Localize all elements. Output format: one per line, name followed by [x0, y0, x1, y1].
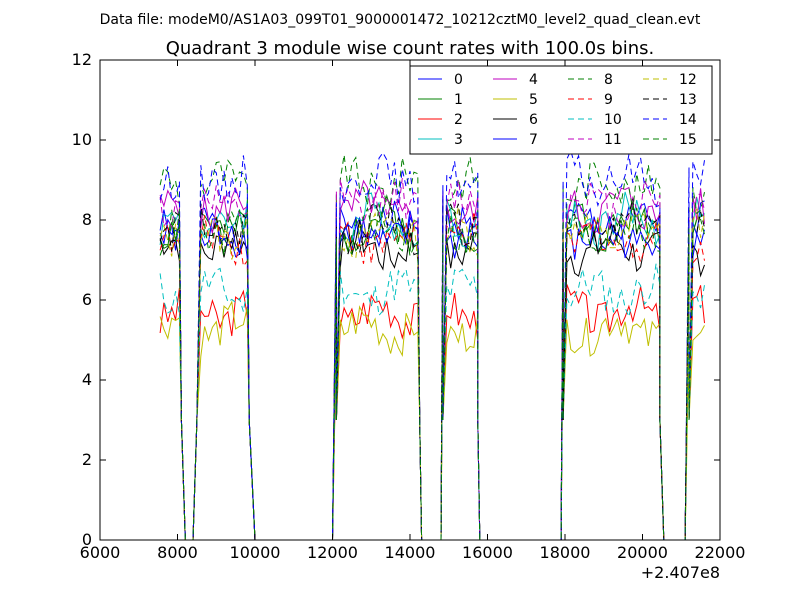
y-tick-label: 12: [72, 50, 92, 69]
x-tick-label: 8000: [157, 543, 198, 562]
series-line-10: [159, 263, 705, 541]
legend-label-5: 5: [529, 92, 538, 108]
legend-label-9: 9: [604, 92, 613, 108]
y-tick-label: 0: [82, 530, 92, 549]
legend-label-14: 14: [679, 112, 697, 128]
legend-label-6: 6: [529, 112, 538, 128]
legend-label-7: 7: [529, 132, 538, 148]
x-offset-label: +2.407e8: [641, 563, 720, 582]
legend-label-15: 15: [679, 132, 697, 148]
y-tick-label: 8: [82, 210, 92, 229]
x-tick-label: 14000: [385, 543, 436, 562]
legend-box: [409, 65, 713, 155]
y-tick-label: 2: [82, 450, 92, 469]
y-tick-label: 10: [72, 130, 92, 149]
legend-label-10: 10: [604, 112, 622, 128]
x-tick-label: 10000: [230, 543, 281, 562]
legend-label-2: 2: [454, 112, 463, 128]
x-tick-label: 18000: [540, 543, 591, 562]
legend-label-12: 12: [679, 72, 697, 88]
x-tick-label: 6000: [80, 543, 121, 562]
x-tick-label: 16000: [462, 543, 513, 562]
x-tick-label: 12000: [307, 543, 358, 562]
chart-title: Quadrant 3 module wise count rates with …: [166, 38, 655, 59]
legend-label-3: 3: [454, 132, 463, 148]
x-tick-label: 20000: [617, 543, 668, 562]
y-tick-label: 6: [82, 290, 92, 309]
chart-suptitle: Data file: modeM0/AS1A03_099T01_90000014…: [100, 12, 701, 28]
legend-label-13: 13: [679, 92, 697, 108]
legend-label-1: 1: [454, 92, 463, 108]
x-tick-label: 22000: [695, 543, 746, 562]
legend-label-11: 11: [604, 132, 622, 148]
legend-label-8: 8: [604, 72, 613, 88]
legend-label-4: 4: [529, 72, 538, 88]
axis-ticks: 6000 8000 10000 12000 14000 16000 18000 20000 22…: [72, 50, 746, 562]
legend-label-0: 0: [454, 72, 463, 88]
y-tick-label: 4: [82, 370, 92, 389]
